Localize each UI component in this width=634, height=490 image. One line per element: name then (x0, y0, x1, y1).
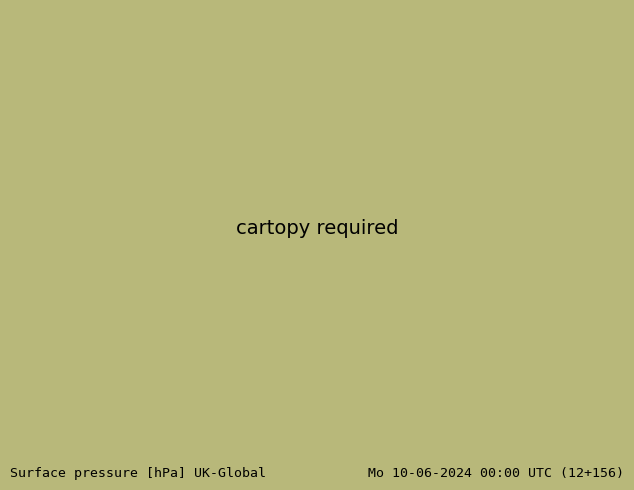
Text: Mo 10-06-2024 00:00 UTC (12+156): Mo 10-06-2024 00:00 UTC (12+156) (368, 467, 624, 480)
Text: cartopy required: cartopy required (236, 219, 398, 238)
Text: Surface pressure [hPa] UK-Global: Surface pressure [hPa] UK-Global (10, 467, 266, 480)
